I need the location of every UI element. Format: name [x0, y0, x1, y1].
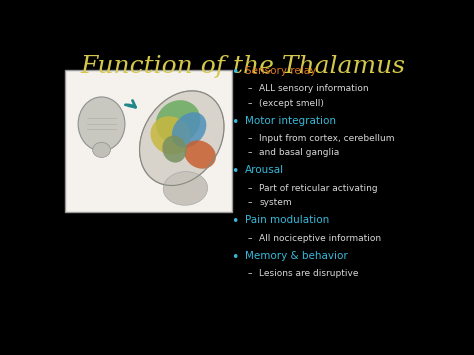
Text: –: –	[247, 198, 252, 207]
Text: system: system	[259, 198, 292, 207]
Text: •: •	[231, 116, 238, 129]
Text: Pain modulation: Pain modulation	[245, 215, 329, 225]
Ellipse shape	[172, 112, 206, 148]
Text: All nociceptive information: All nociceptive information	[259, 234, 382, 243]
Text: •: •	[231, 215, 238, 228]
Ellipse shape	[162, 136, 186, 163]
Ellipse shape	[139, 91, 224, 185]
Ellipse shape	[156, 100, 201, 143]
Text: –: –	[247, 84, 252, 93]
Ellipse shape	[163, 171, 208, 205]
Text: Function of the Thalamus: Function of the Thalamus	[81, 55, 405, 78]
Text: –: –	[247, 184, 252, 193]
Ellipse shape	[150, 116, 191, 155]
Text: –: –	[247, 148, 252, 157]
Text: •: •	[231, 251, 238, 264]
Ellipse shape	[92, 142, 110, 157]
Ellipse shape	[78, 97, 125, 151]
Text: Arousal: Arousal	[245, 165, 284, 175]
Text: (except smell): (except smell)	[259, 99, 324, 108]
Text: •: •	[231, 165, 238, 178]
Text: Part of reticular activating: Part of reticular activating	[259, 184, 378, 193]
Text: ALL sensory information: ALL sensory information	[259, 84, 369, 93]
Text: –: –	[247, 99, 252, 108]
Text: •: •	[231, 66, 238, 79]
Text: Lesions are disruptive: Lesions are disruptive	[259, 269, 359, 278]
Text: Memory & behavior: Memory & behavior	[245, 251, 347, 261]
Text: Sensory relay: Sensory relay	[245, 66, 316, 76]
Text: Motor integration: Motor integration	[245, 116, 336, 126]
Text: –: –	[247, 269, 252, 278]
Text: Input from cortex, cerebellum: Input from cortex, cerebellum	[259, 134, 395, 143]
Ellipse shape	[184, 140, 216, 169]
Text: –: –	[247, 234, 252, 243]
FancyBboxPatch shape	[65, 70, 232, 212]
Text: and basal ganglia: and basal ganglia	[259, 148, 340, 157]
Text: –: –	[247, 134, 252, 143]
